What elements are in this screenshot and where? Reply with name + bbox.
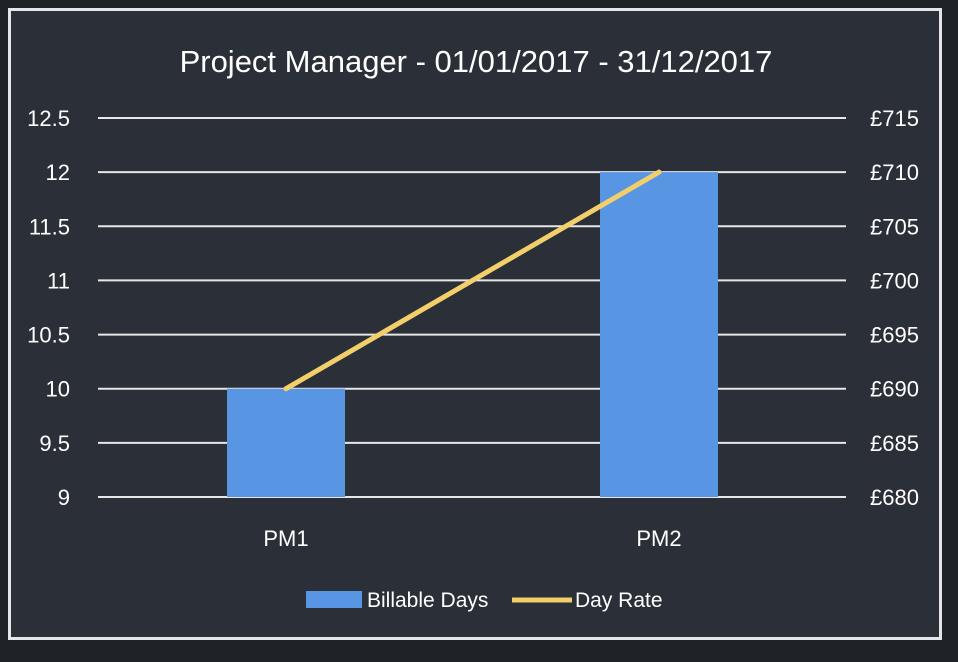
right-tick-label: £680 [870, 485, 919, 510]
left-axis: 9 9.5 10 10.5 11 11.5 12 12.5 [27, 106, 70, 510]
legend: Billable Days Day Rate [306, 589, 663, 612]
left-tick-label: 11 [47, 268, 70, 293]
chart-frame [8, 8, 942, 640]
legend-label: Billable Days [367, 589, 488, 612]
bar-series [227, 172, 718, 497]
gridlines [98, 117, 846, 498]
right-tick-label: £695 [870, 323, 919, 348]
category-axis: PM1 PM2 [263, 526, 681, 551]
left-tick-label: 9.5 [39, 431, 70, 456]
left-tick-label: 12.5 [27, 106, 70, 131]
left-tick-label: 9 [58, 485, 70, 510]
bar [227, 388, 345, 497]
right-tick-label: £710 [870, 160, 919, 185]
legend-swatch-bar [306, 591, 362, 608]
category-label: PM2 [636, 526, 681, 551]
category-label: PM1 [263, 526, 308, 551]
line-segment [283, 169, 662, 392]
left-tick-label: 11.5 [29, 214, 70, 239]
right-axis: £680 £685 £690 £695 £700 £705 £710 £715 [870, 106, 919, 510]
chart-title: Project Manager - 01/01/2017 - 31/12/201… [180, 44, 773, 79]
right-tick-label: £685 [870, 431, 919, 456]
right-tick-label: £690 [870, 377, 919, 402]
left-tick-label: 10.5 [27, 323, 70, 348]
right-tick-label: £705 [870, 214, 919, 239]
line-point [656, 169, 662, 175]
left-tick-label: 12 [46, 160, 70, 185]
right-tick-label: £700 [870, 268, 919, 293]
line-series [283, 169, 662, 392]
right-tick-label: £715 [870, 106, 919, 131]
line-point [283, 386, 289, 392]
left-tick-label: 10 [46, 377, 70, 402]
legend-label: Day Rate [575, 589, 663, 612]
bar [600, 172, 718, 497]
